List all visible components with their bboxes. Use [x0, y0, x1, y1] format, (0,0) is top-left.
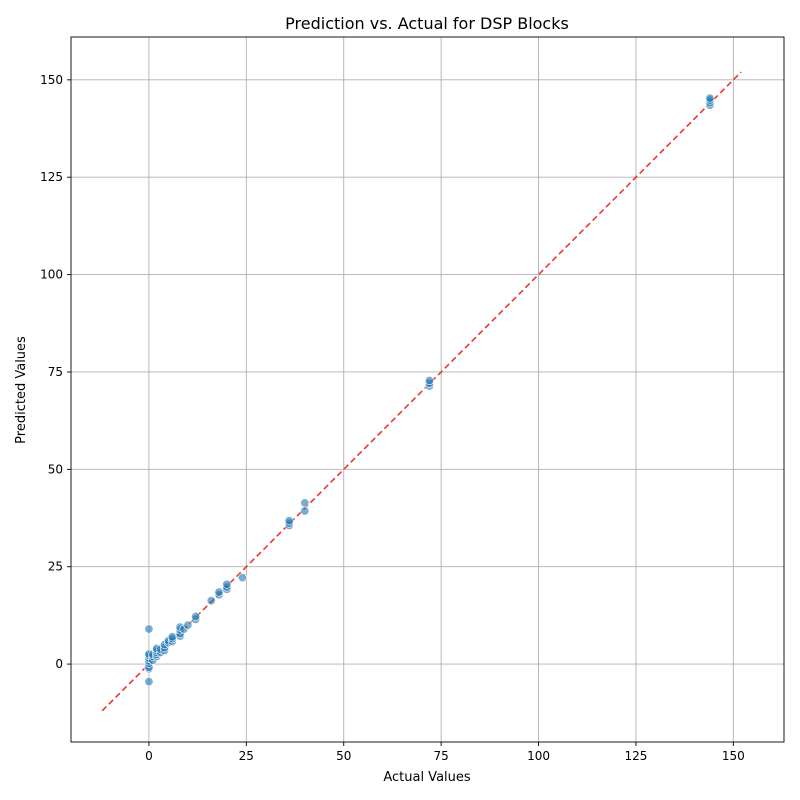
data-point	[705, 93, 715, 103]
ticks-layer: 0 25 50 75 100 125 150 0 25 50 75 100 125 150	[40, 73, 745, 763]
data-point	[144, 624, 154, 634]
grid-layer	[71, 37, 784, 742]
x-tick-label: 75	[433, 749, 448, 763]
x-tick-label: 100	[527, 749, 550, 763]
data-point	[144, 677, 154, 687]
data-point	[424, 376, 434, 386]
data-point	[191, 612, 201, 622]
data-point	[222, 579, 232, 589]
y-axis-label: Predicted Values	[14, 336, 29, 444]
x-tick-label: 150	[722, 749, 745, 763]
y-tick-label: 125	[40, 170, 63, 184]
x-axis-label: Actual Values	[383, 770, 471, 785]
data-point	[206, 596, 216, 606]
x-tick-label: 25	[239, 749, 254, 763]
y-tick-label: 25	[48, 560, 63, 574]
y-tick-label: 75	[48, 365, 63, 379]
x-tick-label: 125	[624, 749, 647, 763]
y-tick-label: 100	[40, 268, 63, 282]
data-point	[183, 620, 193, 630]
reference-line	[101, 71, 742, 712]
y-tick-label: 0	[55, 657, 63, 671]
y-tick-label: 50	[48, 462, 63, 476]
plot-frame	[70, 36, 785, 743]
data-point	[167, 632, 177, 642]
points-layer	[144, 93, 715, 687]
data-point	[300, 498, 310, 508]
data-point	[237, 573, 247, 583]
x-tick-label: 50	[336, 749, 351, 763]
y-tick-label: 150	[40, 73, 63, 87]
data-point	[300, 506, 310, 516]
data-point	[214, 587, 224, 597]
data-point	[284, 516, 294, 526]
x-tick-label: 0	[145, 749, 153, 763]
chart-title: Prediction vs. Actual for DSP Blocks	[285, 14, 569, 33]
